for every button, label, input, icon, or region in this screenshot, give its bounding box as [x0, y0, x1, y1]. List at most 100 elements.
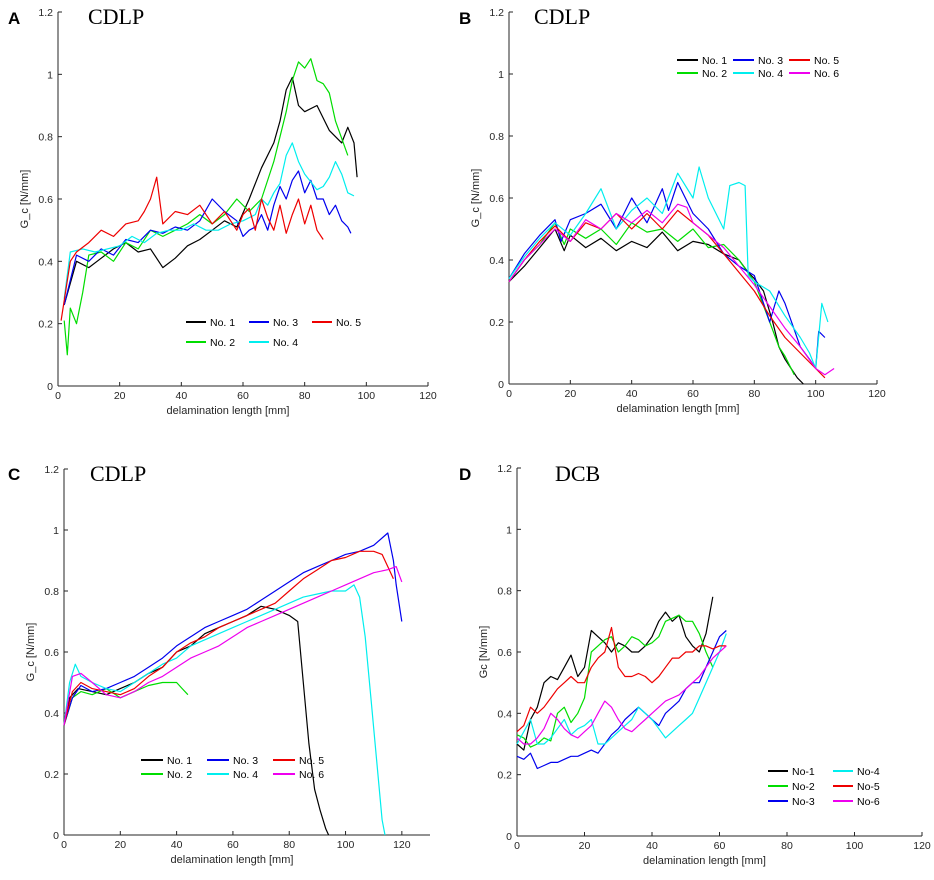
y-tick-label: 0.6	[489, 193, 504, 205]
y-tick-label: 1.2	[489, 7, 504, 19]
x-tick-label: 120	[913, 840, 931, 852]
x-tick-label: 20	[114, 839, 126, 851]
panel-title: CDLP	[88, 4, 144, 29]
y-tick-label: 1.2	[38, 7, 53, 19]
series-line-no-4	[63, 584, 386, 836]
legend-entry: No-5	[857, 781, 880, 793]
y-tick-label: 0.6	[44, 647, 59, 659]
series-line-no-3	[516, 630, 727, 770]
series-line-no-4	[508, 166, 829, 370]
panel-letter: C	[8, 465, 20, 484]
y-tick-label: 1	[47, 69, 53, 81]
y-tick-label: 0	[47, 381, 53, 393]
y-tick-label: 0.8	[497, 586, 512, 598]
x-tick-label: 80	[748, 388, 760, 400]
x-tick-label: 80	[781, 840, 793, 852]
panel-D: D DCB 0 20 40 60 80 100 120 0 0.2 0.4 0.6 0.8 1 1.2 dela…	[459, 461, 931, 867]
legend-entry: No. 1	[167, 755, 192, 767]
y-tick-label: 0	[498, 379, 504, 391]
panel-title: CDLP	[534, 4, 590, 29]
legend-entry: No-2	[792, 781, 815, 793]
legend-entry: No. 1	[210, 317, 235, 329]
series-line-no-1	[63, 76, 358, 306]
y-axis-label: Gc [N/mm]	[478, 626, 490, 679]
legend-entry: No-6	[857, 796, 880, 808]
legend-entry: No. 3	[233, 755, 258, 767]
panel-letter: B	[459, 9, 471, 28]
series-line-no-3	[508, 181, 826, 370]
series-line-no-5	[63, 550, 394, 726]
x-tick-label: 0	[55, 390, 61, 402]
legend-entry: No. 4	[758, 68, 783, 80]
y-tick-label: 0.4	[489, 255, 504, 267]
series-line-no-6	[516, 645, 727, 745]
x-tick-label: 80	[283, 839, 295, 851]
legend-entry: No. 6	[814, 68, 839, 80]
y-tick-label: 0.2	[44, 769, 59, 781]
y-tick-label: 0.4	[44, 708, 59, 720]
y-tick-label: 0.2	[489, 317, 504, 329]
legend-entry: No. 4	[273, 337, 298, 349]
legend-entry: No. 2	[702, 68, 727, 80]
y-tick-label: 0	[506, 831, 512, 843]
x-tick-label: 40	[175, 390, 187, 402]
x-tick-label: 120	[393, 839, 411, 851]
series-line-no-3	[63, 170, 352, 306]
y-tick-label: 0.2	[38, 319, 53, 331]
panel-B: B CDLP 0 20 40 60 80 100 120 0 0.2 0.4 0.6 0.8 1 1.2 del…	[459, 4, 886, 415]
legend-entry: No. 5	[336, 317, 361, 329]
x-tick-label: 100	[807, 388, 825, 400]
x-tick-label: 40	[626, 388, 638, 400]
legend-entry: No. 1	[702, 55, 727, 67]
legend-entry: No-1	[792, 766, 815, 778]
x-tick-label: 100	[358, 390, 376, 402]
x-tick-label: 60	[237, 390, 249, 402]
legend: No. 1 No. 2 No. 3 No. 4 No. 5	[186, 317, 361, 349]
series-line-no-2	[63, 681, 189, 726]
x-tick-label: 60	[714, 840, 726, 852]
legend-entry: No. 6	[299, 769, 324, 781]
series-line-no-6	[508, 203, 835, 376]
legend-entry: No. 5	[814, 55, 839, 67]
legend-entry: No. 2	[167, 769, 192, 781]
y-tick-label: 0.4	[497, 708, 512, 720]
legend-entry: No. 3	[273, 317, 298, 329]
y-tick-label: 1.2	[44, 464, 59, 476]
legend-entry: No-3	[792, 796, 815, 808]
series-line-no-4	[516, 633, 727, 745]
x-tick-label: 100	[337, 839, 355, 851]
panel-A: A CDLP 0 20 40 60 80 100 120 0 0.2 0.4 0.6 0.8 1 1.2 del…	[8, 4, 437, 417]
y-tick-label: 0.8	[489, 131, 504, 143]
y-tick-label: 0.4	[38, 256, 53, 268]
y-axis-label: G_c [N/mm]	[470, 169, 482, 228]
y-axis-label: G_c [N/mm]	[19, 170, 31, 229]
panel-C: C CDLP 0 20 40 60 80 100 120 0 0.2 0.4 0.6 0.8 1 1.2 del…	[8, 461, 430, 866]
series-line-no-2	[508, 222, 795, 375]
x-tick-label: 20	[579, 840, 591, 852]
y-tick-label: 1	[53, 525, 59, 537]
x-tick-label: 60	[227, 839, 239, 851]
x-tick-label: 80	[299, 390, 311, 402]
y-tick-label: 1.2	[497, 463, 512, 475]
panel-title: CDLP	[90, 461, 146, 486]
legend-entry: No. 3	[758, 55, 783, 67]
panel-title: DCB	[555, 461, 600, 486]
y-tick-label: 1	[506, 524, 512, 536]
y-tick-label: 0.8	[44, 586, 59, 598]
x-tick-label: 120	[868, 388, 886, 400]
x-axis-label: delamination length [mm]	[167, 405, 290, 417]
legend-entry: No. 5	[299, 755, 324, 767]
series-line-no-5	[516, 626, 727, 733]
legend-entry: No. 4	[233, 769, 258, 781]
y-axis-label: G_c [N/mm]	[25, 623, 37, 682]
x-tick-label: 40	[171, 839, 183, 851]
series-line-no-5	[508, 209, 826, 379]
y-tick-label: 0.6	[38, 194, 53, 206]
x-tick-label: 0	[61, 839, 67, 851]
x-tick-label: 20	[114, 390, 126, 402]
series-line-no-3	[63, 532, 403, 726]
x-axis-label: delamination length [mm]	[643, 855, 766, 867]
legend-entry: No-4	[857, 766, 880, 778]
legend: No. 1No. 2 No. 3No. 4 No. 5No. 6	[677, 55, 839, 80]
x-tick-label: 60	[687, 388, 699, 400]
